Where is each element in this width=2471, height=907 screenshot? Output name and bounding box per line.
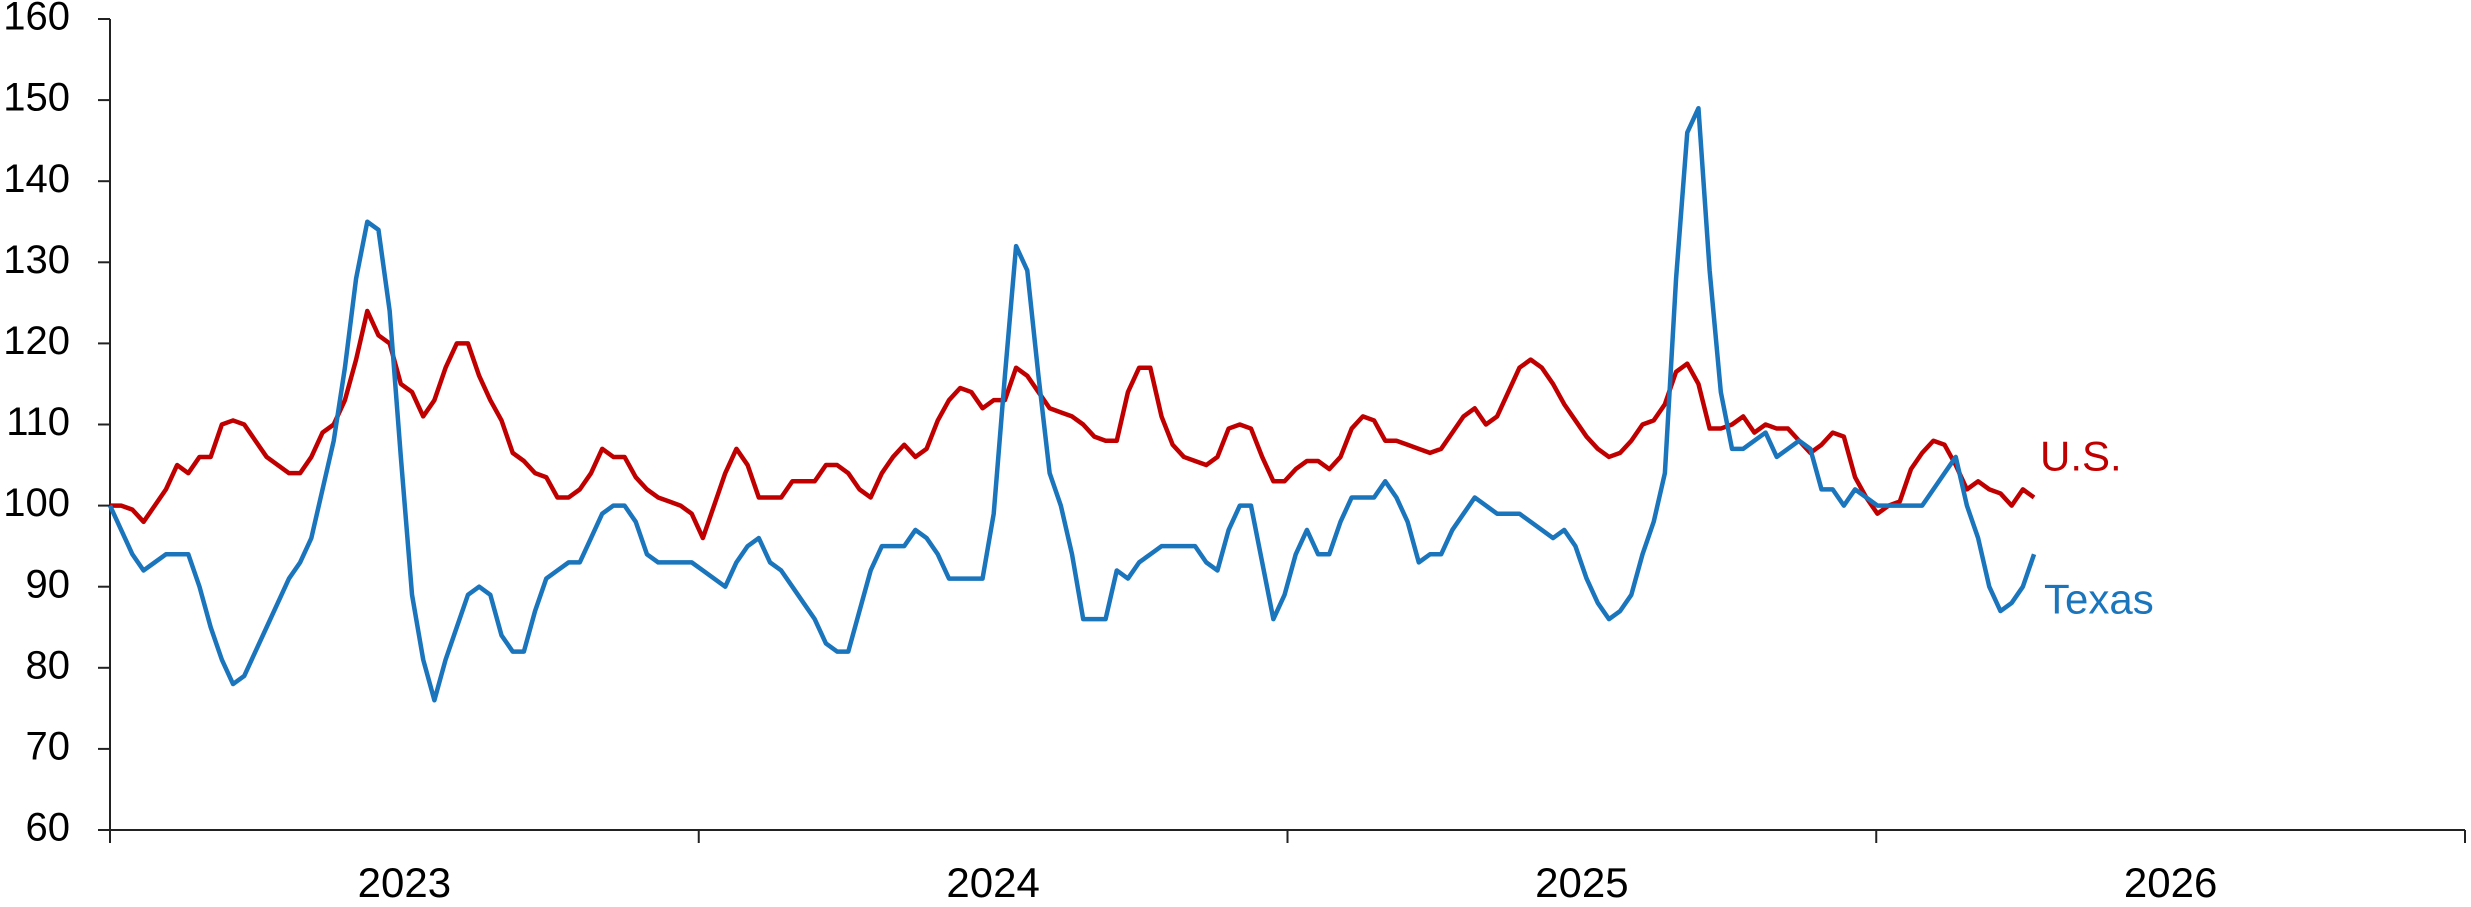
series-label: Texas bbox=[2044, 575, 2154, 622]
y-tick-label: 60 bbox=[26, 806, 71, 850]
y-tick-label: 70 bbox=[26, 724, 71, 768]
y-tick-label: 90 bbox=[26, 562, 71, 606]
y-tick-label: 150 bbox=[3, 76, 70, 120]
series-line bbox=[110, 308, 2036, 541]
y-tick-label: 120 bbox=[3, 319, 70, 363]
x-tick-label: 2024 bbox=[946, 859, 1039, 906]
series-label: U.S. bbox=[2040, 433, 2122, 480]
y-tick-label: 110 bbox=[6, 400, 70, 444]
y-tick-label: 130 bbox=[3, 238, 70, 282]
y-tick-label: 160 bbox=[3, 0, 70, 39]
x-tick-label: 2025 bbox=[1535, 859, 1628, 906]
series-line bbox=[107, 105, 2037, 703]
y-tick-label: 80 bbox=[26, 643, 71, 687]
x-tick-label: 2023 bbox=[358, 859, 451, 906]
y-tick-label: 100 bbox=[3, 481, 70, 525]
x-tick-label: 2026 bbox=[2124, 859, 2217, 906]
y-tick-label: 140 bbox=[3, 157, 70, 201]
